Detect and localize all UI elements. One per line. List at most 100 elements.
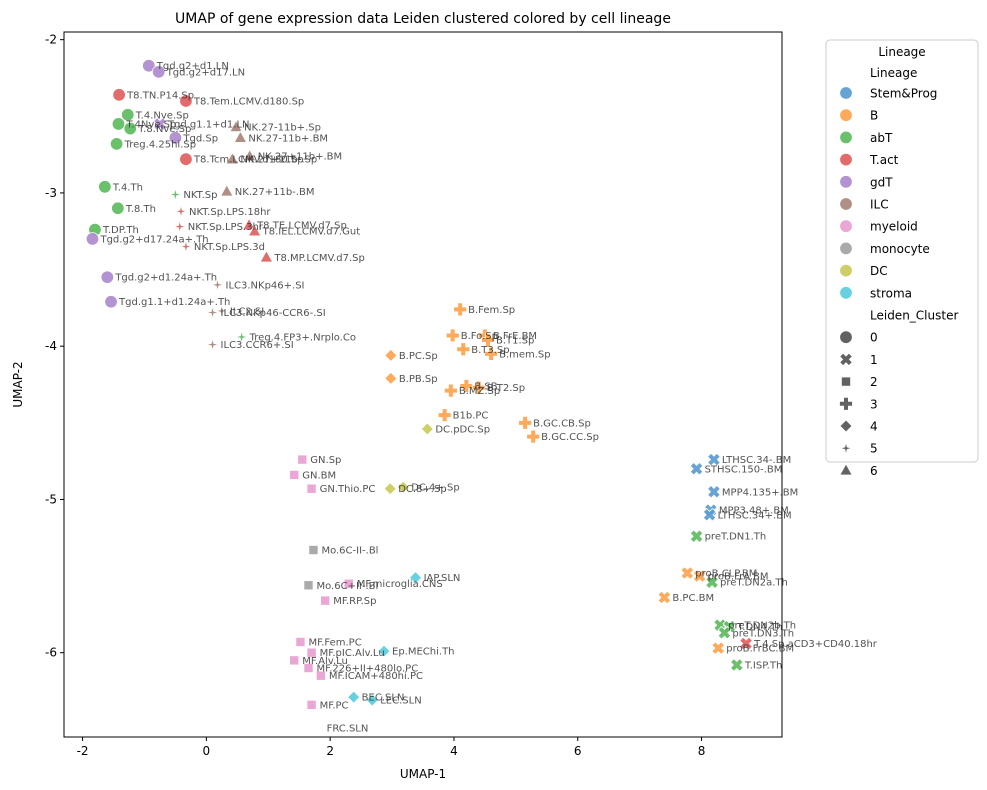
legend-entry-label: 5 <box>870 442 878 456</box>
point-label: T.DP.Th <box>102 225 139 236</box>
data-point-tgd-g2-d17-ln <box>152 65 166 79</box>
data-point-pret-dn1-th <box>689 529 704 544</box>
data-point-t-4nve-sp <box>111 117 126 131</box>
data-point-gn-sp <box>297 454 308 465</box>
data-point-t-8-th <box>111 201 125 215</box>
legend-entry-label: stroma <box>870 286 912 300</box>
point-label: NK.27-11b+.BM <box>248 133 328 144</box>
legend-entry-label: monocyte <box>870 242 930 256</box>
plot-frame <box>63 31 783 738</box>
point-label: T.4.Nve.Sp <box>135 110 189 121</box>
data-point-iap-sln <box>409 571 423 585</box>
legend-marker-diamond-icon <box>839 419 853 433</box>
legend-swatch-stem-prog <box>839 86 853 100</box>
point-label: NK.27+11b-.BM <box>235 187 315 198</box>
point-labels-layer: Tgd.g2+d1.LNTgd.g2+d17.LNT8.TN.P14.SpT8.… <box>99 61 877 734</box>
point-label: IAP.SLN <box>424 573 461 584</box>
point-label: DC.pDC.Sp <box>435 424 490 435</box>
point-label: T.8.Th <box>125 204 156 215</box>
point-label: FRC.SLN <box>327 723 369 734</box>
legend-marker-x-icon <box>839 352 853 367</box>
point-label: B.T1.Sp <box>496 336 534 347</box>
point-label: Mo.6C-II-.Bl <box>321 546 378 557</box>
data-point-ep-mechi-th <box>377 644 391 658</box>
data-point-dc-8-sp <box>383 482 397 496</box>
point-label: B.GC.CB.Sp <box>533 418 591 429</box>
data-point-nk-27-11b-sp <box>229 119 243 133</box>
legend-swatch-myeloid <box>839 219 853 233</box>
point-label: proB.CLP.BM <box>695 569 757 580</box>
data-point-treg-4-fp3-nrplo-co <box>235 330 248 344</box>
point-label: Tgd.g2+d1.LN <box>156 61 229 72</box>
data-point-b1b-pc <box>437 408 452 423</box>
data-point-ilc3-nkp46-ccr6-si <box>206 306 219 319</box>
point-label: LEC.SLN <box>380 696 421 707</box>
legend-swatch-dc <box>839 263 853 278</box>
point-label: ILC3.CCR6+.SI <box>221 340 294 351</box>
legend-title: Lineage <box>878 45 925 59</box>
point-label: MF.Alv.Lu <box>302 656 348 667</box>
point-label: B.SB <box>474 382 497 393</box>
legend-entry-label: B <box>870 109 878 123</box>
x-axis-title: UMAP-1 <box>400 767 446 781</box>
data-point-mf-alv-lu <box>289 655 300 666</box>
point-label: NK.27+11b+.BM <box>258 152 342 163</box>
data-point-lthsc-34-bm <box>707 452 721 467</box>
point-label: NKT.Sp <box>183 190 217 201</box>
point-label: Tgd.g1.1+d1.LN <box>167 119 250 130</box>
point-label: DC.8+.Sp <box>398 484 446 495</box>
data-point-t8-tn-p14-sp <box>112 88 126 102</box>
data-point-mf-icam-480hi-pc <box>315 670 326 681</box>
legend-entry-label: 4 <box>870 420 878 434</box>
legend-swatch-stroma <box>839 286 853 300</box>
y-tick-label: -3 <box>45 186 57 200</box>
data-point-pret-dn3-th <box>717 625 732 640</box>
legend-swatch-gdt <box>839 175 853 189</box>
point-label: BEC.SLN <box>362 693 405 704</box>
data-point-nk-27-11b-bm <box>219 184 234 197</box>
data-point-tgd-g1-1-d1-ln <box>153 117 167 131</box>
data-point-mo-6c-ii-bl <box>308 545 319 556</box>
plot-axes: -2 0 2 4 6 8 -2-3-4-5-6 Tgd.g2+d1.LNTgd.g2+d1… <box>45 31 878 758</box>
data-point-tgd-g1-1-d1-24a-th <box>104 295 118 309</box>
point-label: LTHSC.34-.BM <box>722 455 791 466</box>
point-label: T.DN4.Th <box>736 622 782 633</box>
x-tick-label: 8 <box>698 744 706 758</box>
point-label: T8.MP.LCMV.d7.Sp <box>273 253 364 264</box>
point-label: NKT.Sp.LPS.3d <box>194 242 265 253</box>
data-point-t-4-sp-acd3-cd40-18hr <box>739 636 753 651</box>
point-label: MF.microglia.CNS <box>357 579 443 590</box>
point-label: B.GC.CC.Sp <box>541 432 599 443</box>
data-point-gn-thio-pc <box>306 483 317 494</box>
data-point-nkt-sp <box>169 188 182 201</box>
point-label: T.4.Sp.aCD3+CD40.18hr <box>753 639 878 650</box>
point-label: ILC2.SI <box>230 306 264 317</box>
data-point-b-gc-cc-sp <box>526 429 541 444</box>
data-point-b-fo-sp <box>445 328 460 343</box>
point-label: Treg.4.FP3+.Nrplo.Co <box>249 332 356 343</box>
point-label: proB.FrA.BM <box>708 572 769 583</box>
point-label: B.Fem.Sp <box>468 305 515 316</box>
point-label: ILC3.NKp46+.SI <box>226 280 305 291</box>
data-point-b-t1-sp <box>481 333 495 347</box>
x-tick-label: 0 <box>203 744 211 758</box>
point-label: ILC3.NKp46-CCR6-.SI <box>221 308 326 319</box>
legend-swatch-b <box>839 108 853 122</box>
point-label: T.8.Nve.Sp <box>137 124 191 135</box>
data-point-nkt-sp-lps-3hr <box>173 220 187 233</box>
point-label: proB.FrBC.BM <box>726 644 794 655</box>
data-point-tgd-sp <box>168 131 183 145</box>
point-label: B.PC.Sp <box>399 351 438 362</box>
legend-entry-label: 1 <box>870 353 878 367</box>
data-point-t-isp-th <box>729 658 744 672</box>
point-label: MF.pIC.Alv.Lu <box>320 648 385 659</box>
point-label: B.mem.Sp <box>499 349 551 360</box>
legend-swatch-monocyte <box>839 241 853 256</box>
data-point-b-pb-sp <box>384 371 398 385</box>
point-label: NKT.Sp.LPS.3hr <box>188 222 264 233</box>
point-label: preT.DN1.Th <box>705 532 767 543</box>
point-label: MPP3.48+.BM <box>719 506 789 517</box>
point-label: MF.RP.Sp <box>333 596 376 607</box>
